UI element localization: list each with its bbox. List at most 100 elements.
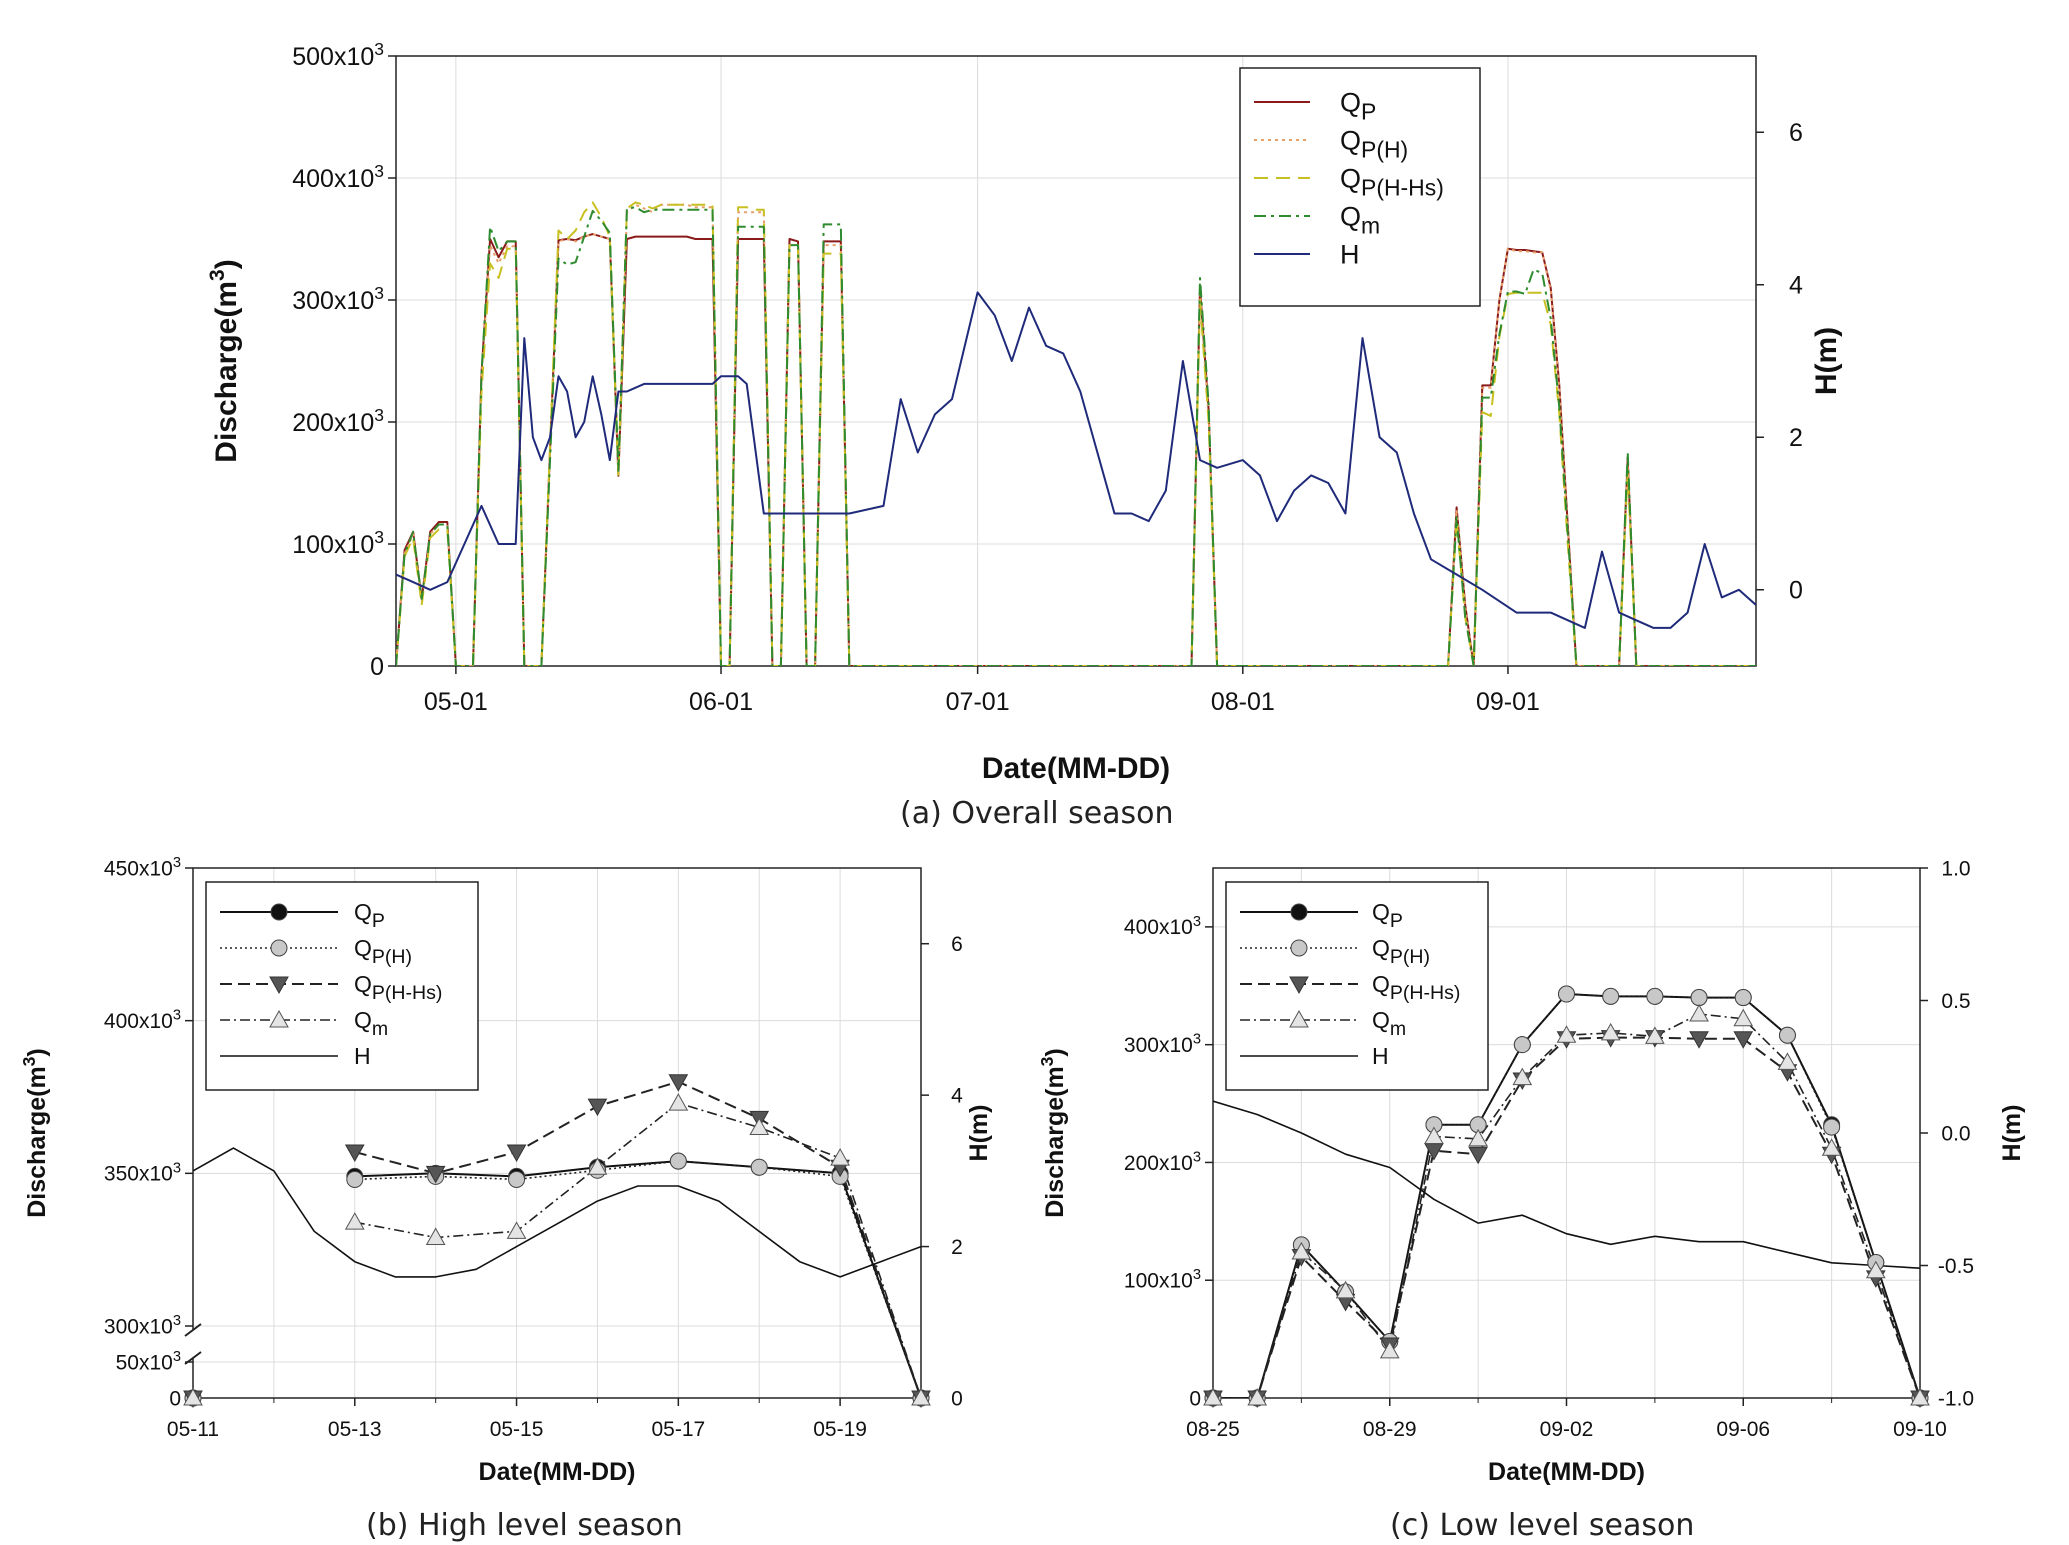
y-tick-label-2: 200x103 [1124, 1149, 1201, 1174]
legend-label-Qp_HHs: QP(H-Hs) [1340, 163, 1444, 200]
y-axis-title: Discharge(m3) [1037, 1048, 1069, 1218]
point-Qm-0 [1203, 1387, 1223, 1406]
point-Qp_H-10 [1646, 987, 1664, 1005]
x-tick-label-1: 08-29 [1363, 1418, 1417, 1441]
point-Qp_HHs-6 [1468, 1146, 1488, 1165]
point-Qp_H-13 [1778, 1026, 1796, 1044]
legend-marker-Qp_HHs [1289, 976, 1309, 995]
caption-b: (b) High level season [366, 1508, 683, 1543]
x-tick-label-2: 07-01 [946, 688, 1010, 716]
point-Qm-0 [183, 1387, 203, 1406]
point-Qp_HHs-5 [668, 1074, 689, 1092]
point-Qm-5 [1424, 1126, 1444, 1145]
point-Qm-8 [911, 1387, 931, 1406]
point-Qp_H-6 [750, 1158, 768, 1176]
caption-a: (a) Overall season [900, 796, 1174, 831]
y-tick-label-5: 450x103 [104, 855, 181, 880]
point-Qm-6 [749, 1117, 770, 1136]
axis-break-mask [187, 1330, 199, 1358]
legend-label-Qp_HHs: QP(H-Hs) [1372, 971, 1460, 1004]
legend-marker-Qp [270, 903, 288, 921]
point-Qp_H-7 [1513, 1036, 1531, 1054]
y-tick-label-1: 100x103 [292, 527, 384, 559]
legend-label-Qp_H: QP(H) [1340, 125, 1408, 162]
point-Qm-6 [1468, 1128, 1488, 1147]
point-Qm-15 [1865, 1260, 1886, 1279]
legend-marker-Qp_HHs [269, 976, 289, 995]
chart-panel-b: 05-11 05-13 05-15 05-17 05-19 0 50x103 300x103 3… [19, 855, 993, 1486]
point-Qm-4 [1379, 1340, 1400, 1359]
series-line-Qm [354, 1102, 921, 1398]
y-tick-label-4: 400x103 [104, 1008, 181, 1033]
series-line-Qp_H [396, 203, 1756, 666]
x-axis-title: Date(MM-DD) [1488, 1458, 1645, 1486]
point-Qm-2 [1291, 1241, 1312, 1260]
point-Qm-7 [830, 1148, 850, 1166]
series-line-Qm [1213, 1013, 1920, 1398]
point-Qp_H-14 [1823, 1118, 1841, 1136]
point-Qm-11 [1689, 1004, 1709, 1022]
y2-tick-label-3: 6 [951, 933, 963, 956]
series-group [193, 1080, 921, 1398]
series-line-Qp [354, 1160, 921, 1398]
y-tick-label-0: 0 [169, 1387, 181, 1410]
y-axis-title: Discharge(m3) [19, 1048, 51, 1218]
y-tick-label-3: 300x103 [292, 283, 384, 315]
legend-box [1239, 67, 1481, 307]
x-tick-label-3: 05-17 [651, 1418, 705, 1441]
legend-label-H: H [1340, 239, 1360, 269]
legend-label-Qm: Qm [1340, 201, 1380, 238]
point-Qm-4 [587, 1157, 608, 1175]
svg-text:H(m): H(m) [965, 1105, 993, 1162]
x-tick-label-4: 09-10 [1893, 1418, 1947, 1441]
point-Qm-12 [1733, 1008, 1754, 1027]
plot-frame [395, 55, 1757, 667]
axis-break-mark [184, 1323, 202, 1337]
y2-tick-label-1: -0.5 [1938, 1255, 1974, 1278]
x-tick-label-4: 05-19 [813, 1418, 867, 1441]
series-group [396, 201, 1756, 666]
y2-tick-label-3: 0.5 [1941, 990, 1970, 1013]
y-tick-label-0: 0 [370, 653, 384, 681]
legend-label-Qp: QP [1340, 87, 1376, 124]
grid [396, 55, 1756, 667]
point-Qp_H-8 [1558, 985, 1575, 1003]
caption-c: (c) Low level season [1390, 1508, 1695, 1543]
y-tick-label-4: 400x103 [1124, 914, 1201, 939]
point-Qm-3 [506, 1221, 527, 1239]
point-Qm-8 [1556, 1025, 1577, 1043]
x-tick-label-0: 08-25 [1186, 1418, 1240, 1441]
x-tick-label-3: 09-06 [1716, 1418, 1770, 1441]
chart-panel-c: 08-25 08-29 09-02 09-06 09-10 0 100x103 200x103… [1037, 857, 2026, 1486]
point-Qp_H-5 [669, 1152, 687, 1170]
y2-axis-title: H(m) [1998, 1105, 2026, 1162]
y2-axis-title: H(m) [1810, 327, 1843, 395]
chart-panel-a: 05-01 06-01 07-01 08-01 09-01 0 100x103 200x103… [206, 39, 1843, 785]
point-Qp_H-11 [1690, 989, 1708, 1007]
legend-label-Qp_H: QP(H) [354, 935, 412, 968]
plot-frame [192, 867, 922, 1399]
x-tick-label-1: 05-13 [328, 1418, 382, 1441]
series-line-Qp_H [1213, 993, 1920, 1398]
point-Qp_H-3 [508, 1170, 526, 1188]
series-line-Qm [396, 206, 1756, 666]
svg-text:Discharge(m3): Discharge(m3) [206, 259, 243, 462]
y-tick-label-0: 0 [1189, 1387, 1201, 1410]
point-Qm-10 [1645, 1026, 1665, 1044]
legend-marker-Qp_H [270, 939, 288, 957]
point-Qm-9 [1600, 1022, 1621, 1041]
point-Qm-13 [1777, 1052, 1798, 1070]
y2-tick-label-1: 2 [951, 1236, 963, 1259]
legend-label-H: H [1372, 1043, 1389, 1069]
point-Qp_H-12 [1734, 989, 1752, 1007]
y2-tick-label-0: 0 [1789, 577, 1803, 605]
y-tick-label-2: 200x103 [292, 405, 384, 437]
legend-label-Qp_HHs: QP(H-Hs) [354, 971, 442, 1004]
y-tick-label-4: 400x103 [292, 161, 384, 193]
point-Qp_HHs-12 [1733, 1031, 1754, 1049]
svg-text:Date(MM-DD): Date(MM-DD) [1488, 1458, 1645, 1486]
